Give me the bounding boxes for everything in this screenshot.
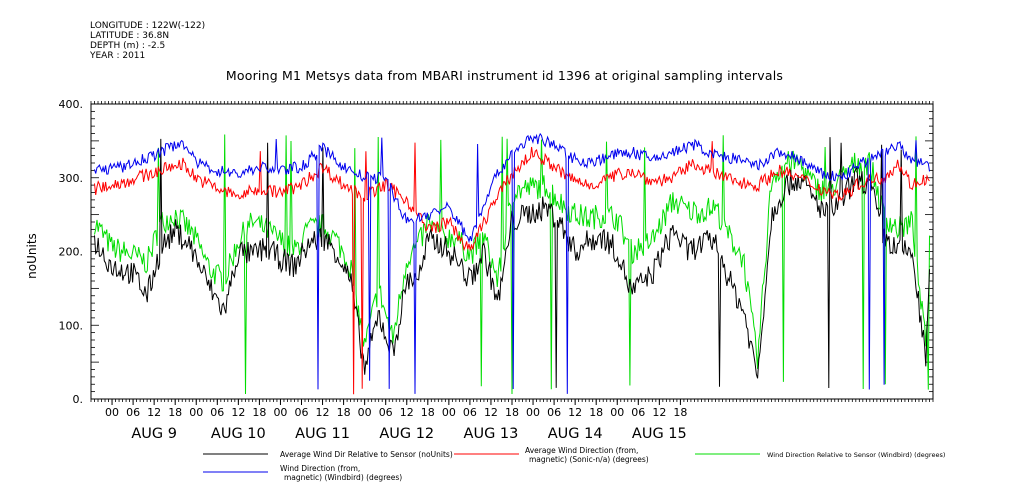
x-tick-label: 00 [273,406,287,419]
x-tick-label: 06 [379,406,393,419]
depth-text: DEPTH (m) : -2.5 [90,41,166,51]
x-tick-label: 12 [231,406,245,419]
x-tick-label: 18 [505,406,519,419]
y-tick-label: 300. [59,172,84,185]
x-tick-label: 00 [105,406,119,419]
x-tick-label: 18 [421,406,435,419]
x-tick-label: 12 [652,406,666,419]
year-text: YEAR : 2011 [90,51,146,61]
x-day-label: AUG 9 [131,426,177,442]
legend-item-windbird-relative: Wind Direction Relative to Sensor (Windb… [767,451,946,459]
metadata-block: LONGITUDE : 122W(-122) LATITUDE : 36.8N … [90,21,205,61]
x-tick-label: 18 [589,406,603,419]
x-tick-label: 00 [442,406,456,419]
x-tick-label: 06 [631,406,645,419]
chart-title: Mooring M1 Metsys data from MBARI instru… [225,68,784,83]
x-tick-label: 12 [400,406,414,419]
x-day-label: AUG 15 [632,426,687,442]
legend-item-avg-direction: Average Wind Direction (from, magnetic) … [525,446,649,464]
x-tick-label: 12 [484,406,498,419]
x-tick-label: 12 [316,406,330,419]
y-tick-label: 100. [59,319,84,332]
x-tick-label: 06 [463,406,477,419]
latitude-text: LATITUDE : 36.8N [90,31,170,41]
x-tick-label: 06 [210,406,224,419]
x-tick-label: 00 [610,406,624,419]
x-tick-label: 18 [252,406,266,419]
legend-item-relative-dir: Average Wind Dir Relative to Sensor (noU… [280,450,453,459]
x-tick-label: 00 [189,406,203,419]
legend-item-windbird-direction: Wind Direction (from, magnetic) (Windbir… [280,464,403,482]
x-tick-label: 18 [337,406,351,419]
y-tick-label: 200. [59,246,84,259]
x-day-label: AUG 12 [379,426,434,442]
x-tick-label: 06 [126,406,140,419]
series-line-3 [94,132,930,394]
y-tick-label: 400. [59,98,84,111]
x-tick-label: 12 [568,406,582,419]
x-day-label: AUG 14 [548,426,603,442]
x-tick-label: 18 [168,406,182,419]
x-tick-label: 06 [547,406,561,419]
x-tick-label: 00 [358,406,372,419]
x-tick-label: 18 [673,406,687,419]
x-tick-label: 12 [147,406,161,419]
x-day-label: AUG 10 [211,426,266,442]
x-day-label: AUG 13 [464,426,519,442]
x-tick-label: 00 [526,406,540,419]
x-tick-label: 06 [295,406,309,419]
longitude-text: LONGITUDE : 122W(-122) [90,21,206,31]
x-day-label: AUG 11 [295,426,350,442]
y-tick-label: 0. [73,393,84,406]
